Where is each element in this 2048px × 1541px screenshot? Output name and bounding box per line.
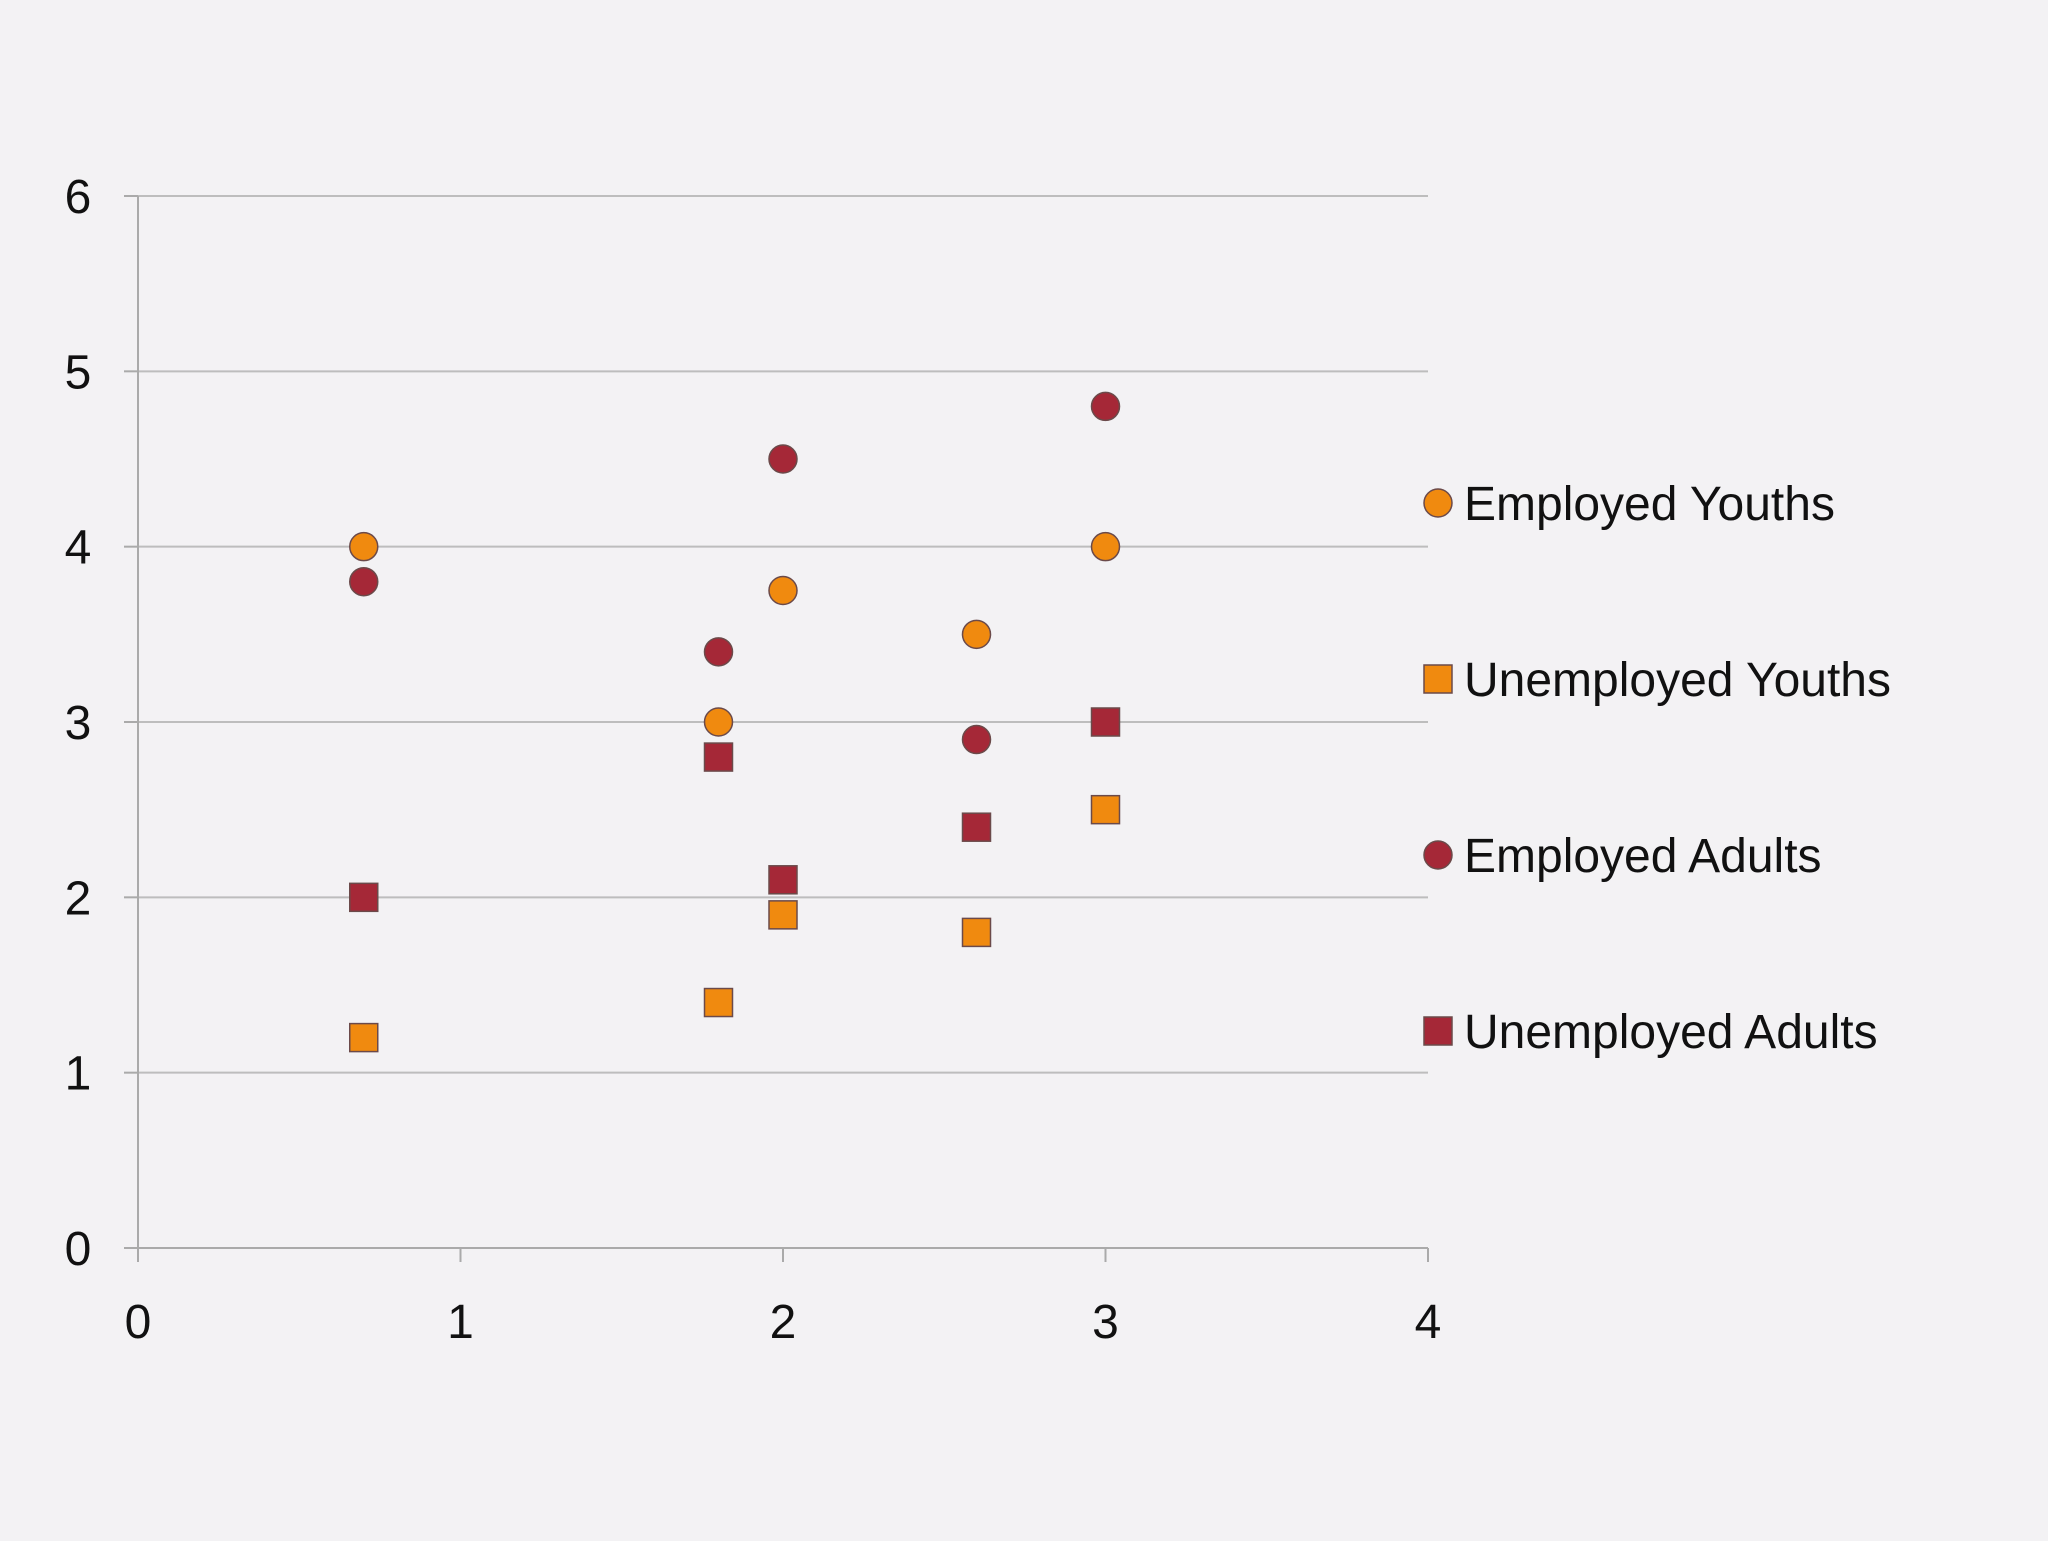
legend-item-unemployed-adults: Unemployed Adults [1423,1006,1878,1059]
axes [124,195,1429,1262]
unemployed-youths-point [703,987,734,1018]
unemployed-adults-point [961,812,992,842]
x-tick-label: 2 [770,1296,797,1349]
y-tick-label: 0 [65,1223,92,1276]
legend-label-unemployed-adults: Unemployed Adults [1464,1006,1878,1059]
data-markers [349,391,1121,1053]
employed-youths-point [1090,531,1121,562]
legend-marker-employed-adults [1423,840,1453,870]
legend-marker-unemployed-adults [1423,1016,1453,1046]
employed-adults-point [961,724,992,755]
tick-labels: 0 1 2 3 4 5 6 0 1 2 3 4 [65,171,1442,1349]
employed-youths-point [768,575,798,606]
employed-adults-point [768,444,798,474]
x-tick-label: 4 [1415,1296,1442,1349]
legend-item-employed-youths: Employed Youths [1423,478,1835,531]
unemployed-youths-point [349,1022,379,1053]
unemployed-youths-point [768,900,798,930]
unemployed-adults-point [1090,707,1121,737]
unemployed-youths-point [1090,794,1121,825]
legend-label-employed-adults: Employed Adults [1464,830,1822,883]
legend: Employed Youths Unemployed Youths Employed… [1423,478,1891,1059]
y-tick-label: 2 [65,872,92,925]
employed-youths-point [961,619,992,650]
legend-item-unemployed-youths: Unemployed Youths [1423,654,1891,707]
legend-label-employed-youths: Employed Youths [1464,478,1835,531]
x-tick-label: 1 [447,1296,474,1349]
y-tick-label: 4 [65,522,92,575]
unemployed-adults-point [703,742,734,772]
legend-label-unemployed-youths: Unemployed Youths [1464,654,1891,707]
unemployed-adults-point [768,865,798,895]
legend-marker-unemployed-youths [1423,664,1453,694]
legend-item-employed-adults: Employed Adults [1423,830,1822,883]
unemployed-youths-point [961,917,992,948]
employed-adults-point [1090,391,1121,422]
employed-youths-point [349,531,379,562]
unemployed-adults-point [349,882,379,913]
employed-adults-point [703,637,734,667]
y-tick-label: 3 [65,697,92,750]
employed-adults-point [349,566,379,597]
employed-youths-point [703,707,734,737]
y-tick-label: 5 [65,346,92,399]
legend-marker-employed-youths [1423,488,1453,518]
y-tick-label: 6 [65,171,92,224]
x-tick-label: 0 [125,1296,152,1349]
x-tick-label: 3 [1092,1296,1119,1349]
gridlines [138,195,1428,1074]
y-tick-label: 1 [65,1048,92,1101]
